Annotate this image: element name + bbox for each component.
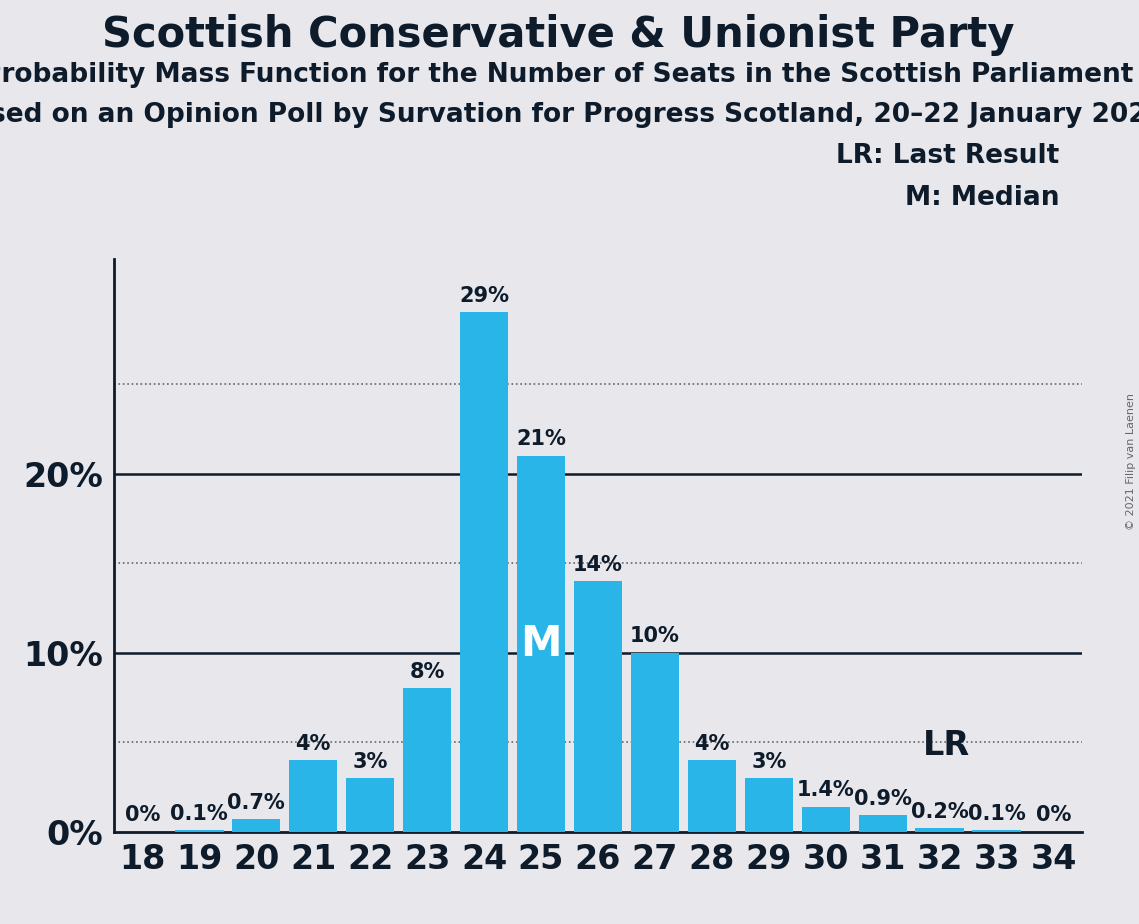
Bar — [517, 456, 565, 832]
Bar — [916, 828, 964, 832]
Text: Scottish Conservative & Unionist Party: Scottish Conservative & Unionist Party — [101, 14, 1015, 55]
Bar — [973, 830, 1021, 832]
Bar — [745, 778, 793, 832]
Text: LR: LR — [923, 729, 969, 762]
Bar — [403, 688, 451, 832]
Text: 21%: 21% — [516, 430, 566, 449]
Text: 0%: 0% — [124, 806, 161, 825]
Text: 4%: 4% — [694, 734, 730, 754]
Bar — [232, 819, 280, 832]
Text: 14%: 14% — [573, 554, 623, 575]
Text: M: M — [521, 623, 562, 664]
Text: Probability Mass Function for the Number of Seats in the Scottish Parliament: Probability Mass Function for the Number… — [0, 62, 1133, 88]
Text: 0.1%: 0.1% — [968, 804, 1025, 823]
Text: 0.9%: 0.9% — [854, 789, 911, 809]
Text: Based on an Opinion Poll by Survation for Progress Scotland, 20–22 January 2020: Based on an Opinion Poll by Survation fo… — [0, 102, 1139, 128]
Text: 29%: 29% — [459, 286, 509, 306]
Text: 1.4%: 1.4% — [797, 780, 854, 800]
Text: 0.2%: 0.2% — [911, 802, 968, 821]
Bar — [631, 652, 679, 832]
Bar — [289, 760, 337, 832]
Bar — [859, 816, 907, 832]
Text: © 2021 Filip van Laenen: © 2021 Filip van Laenen — [1126, 394, 1136, 530]
Text: M: Median: M: Median — [904, 185, 1059, 211]
Text: 3%: 3% — [352, 751, 388, 772]
Bar — [346, 778, 394, 832]
Text: 3%: 3% — [751, 751, 787, 772]
Text: 4%: 4% — [295, 734, 331, 754]
Text: 0.1%: 0.1% — [171, 804, 228, 823]
Text: 8%: 8% — [409, 663, 445, 682]
Text: 10%: 10% — [630, 626, 680, 646]
Text: 0%: 0% — [1035, 806, 1072, 825]
Text: LR: Last Result: LR: Last Result — [836, 143, 1059, 169]
Bar — [460, 312, 508, 832]
Bar — [175, 830, 223, 832]
Bar — [802, 807, 850, 832]
Bar — [688, 760, 736, 832]
Text: 0.7%: 0.7% — [228, 793, 285, 813]
Bar — [574, 581, 622, 832]
